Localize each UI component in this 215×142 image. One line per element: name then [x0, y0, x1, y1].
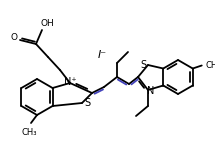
Text: CH₃: CH₃: [206, 61, 215, 70]
Text: N⁺: N⁺: [64, 77, 76, 87]
Text: N: N: [147, 86, 155, 96]
Text: O: O: [11, 34, 17, 42]
Text: I⁻: I⁻: [97, 50, 107, 60]
Text: OH: OH: [40, 19, 54, 29]
Text: CH₃: CH₃: [21, 128, 37, 137]
Text: S: S: [84, 98, 90, 108]
Text: S: S: [140, 60, 146, 70]
